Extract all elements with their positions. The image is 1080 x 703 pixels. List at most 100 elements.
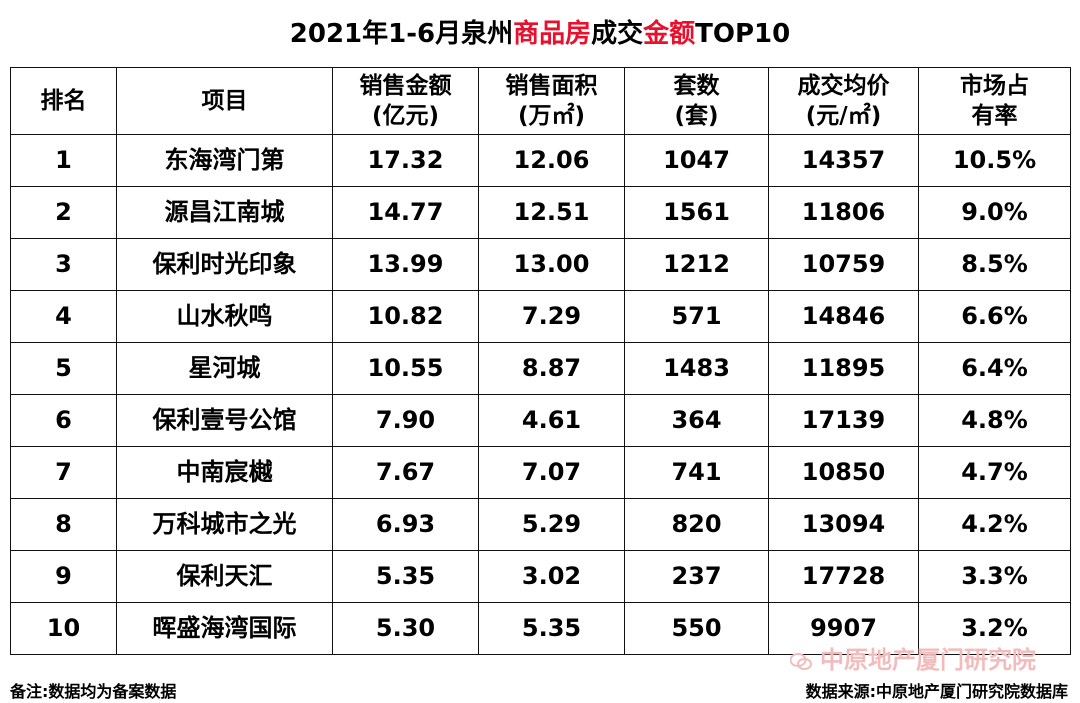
cell-rank: 1 <box>10 134 117 187</box>
table-row: 7 中南宸樾 7.67 7.07 741 10850 4.7% <box>10 446 1071 499</box>
cell-units: 364 <box>624 394 769 447</box>
cell-project: 保利时光印象 <box>116 238 333 291</box>
footer-source: 数据来源:中原地产厦门研究院数据库 <box>805 682 1068 701</box>
cell-units: 571 <box>624 290 769 343</box>
title-part3: TOP10 <box>695 19 791 49</box>
table-row: 2 源昌江南城 14.77 12.51 1561 11806 9.0% <box>10 186 1071 239</box>
cell-amount: 14.77 <box>332 186 479 239</box>
watermark: 中原地产厦门研究院 <box>789 640 1036 675</box>
cell-project: 保利壹号公馆 <box>116 394 333 447</box>
header-row: 排名 项目 销售金额 (亿元) 销售面积 (万㎡) 套数 (套) 成交均价 (元/㎡) … <box>10 67 1071 135</box>
cell-share: 6.6% <box>918 290 1071 343</box>
watermark-text: 中原地产厦门研究院 <box>820 646 1036 674</box>
cell-amount: 10.82 <box>332 290 479 343</box>
cell-area: 5.29 <box>478 498 625 551</box>
cell-price: 13094 <box>768 498 919 551</box>
cell-units: 1561 <box>624 186 769 239</box>
title-highlight-2: 金额 <box>643 19 696 49</box>
cell-units: 1483 <box>624 342 769 395</box>
cell-price: 17728 <box>768 550 919 603</box>
cell-rank: 7 <box>10 446 117 499</box>
cell-rank: 9 <box>10 550 117 603</box>
cell-price: 14357 <box>768 134 919 187</box>
cell-units: 820 <box>624 498 769 551</box>
cell-area: 8.87 <box>478 342 625 395</box>
cell-price: 10759 <box>768 238 919 291</box>
footer-note: 备注:数据均为备案数据 <box>10 682 177 701</box>
col-header-units: 套数 (套) <box>624 67 769 135</box>
cell-project: 中南宸樾 <box>116 446 333 499</box>
cell-price: 10850 <box>768 446 919 499</box>
cell-units: 1047 <box>624 134 769 187</box>
cell-area: 12.51 <box>478 186 625 239</box>
cell-area: 12.06 <box>478 134 625 187</box>
cell-amount: 17.32 <box>332 134 479 187</box>
cell-share: 4.2% <box>918 498 1071 551</box>
cell-rank: 10 <box>10 602 117 655</box>
ranking-table: 排名 项目 销售金额 (亿元) 销售面积 (万㎡) 套数 (套) 成交均价 (元/㎡) … <box>10 67 1071 655</box>
cell-units: 237 <box>624 550 769 603</box>
cell-area: 7.29 <box>478 290 625 343</box>
cell-amount: 13.99 <box>332 238 479 291</box>
cell-project: 源昌江南城 <box>116 186 333 239</box>
cell-price: 11806 <box>768 186 919 239</box>
cell-price: 11895 <box>768 342 919 395</box>
cell-project: 东海湾门第 <box>116 134 333 187</box>
cell-area: 13.00 <box>478 238 625 291</box>
cell-amount: 6.93 <box>332 498 479 551</box>
table-row: 8 万科城市之光 6.93 5.29 820 13094 4.2% <box>10 498 1071 551</box>
cell-share: 8.5% <box>918 238 1071 291</box>
cell-price: 14846 <box>768 290 919 343</box>
cell-share: 4.7% <box>918 446 1071 499</box>
cell-area: 3.02 <box>478 550 625 603</box>
cell-project: 万科城市之光 <box>116 498 333 551</box>
cell-rank: 8 <box>10 498 117 551</box>
table-row: 5 星河城 10.55 8.87 1483 11895 6.4% <box>10 342 1071 395</box>
table-title: 2021年1-6月泉州商品房成交金额TOP10 <box>0 4 1080 64</box>
col-header-amount: 销售金额 (亿元) <box>332 67 479 135</box>
cell-rank: 6 <box>10 394 117 447</box>
cell-amount: 7.90 <box>332 394 479 447</box>
cell-rank: 5 <box>10 342 117 395</box>
title-part1: 2021年1-6月泉州 <box>289 19 514 49</box>
cell-rank: 4 <box>10 290 117 343</box>
cell-price: 9907 <box>768 602 919 655</box>
cell-project: 保利天汇 <box>116 550 333 603</box>
col-header-rank: 排名 <box>10 67 117 135</box>
cell-rank: 2 <box>10 186 117 239</box>
table-row: 10 晖盛海湾国际 5.30 5.35 550 9907 3.2% <box>10 602 1071 655</box>
table-row: 4 山水秋鸣 10.82 7.29 571 14846 6.6% <box>10 290 1071 343</box>
cell-area: 4.61 <box>478 394 625 447</box>
cell-share: 3.3% <box>918 550 1071 603</box>
cell-amount: 5.35 <box>332 550 479 603</box>
cell-share: 4.8% <box>918 394 1071 447</box>
cell-amount: 7.67 <box>332 446 479 499</box>
col-header-area: 销售面积 (万㎡) <box>478 67 625 135</box>
cell-share: 10.5% <box>918 134 1071 187</box>
cell-area: 5.35 <box>478 602 625 655</box>
cell-price: 17139 <box>768 394 919 447</box>
table-row: 9 保利天汇 5.35 3.02 237 17728 3.3% <box>10 550 1071 603</box>
col-header-project: 项目 <box>116 67 333 135</box>
cell-share: 6.4% <box>918 342 1071 395</box>
wechat-icon <box>789 649 812 670</box>
title-part2: 成交 <box>591 19 644 49</box>
cell-area: 7.07 <box>478 446 625 499</box>
cell-project: 晖盛海湾国际 <box>116 602 333 655</box>
table-row: 1 东海湾门第 17.32 12.06 1047 14357 10.5% <box>10 134 1071 187</box>
cell-project: 星河城 <box>116 342 333 395</box>
cell-units: 741 <box>624 446 769 499</box>
cell-amount: 10.55 <box>332 342 479 395</box>
cell-units: 550 <box>624 602 769 655</box>
cell-share: 3.2% <box>918 602 1071 655</box>
cell-share: 9.0% <box>918 186 1071 239</box>
cell-project: 山水秋鸣 <box>116 290 333 343</box>
col-header-price: 成交均价 (元/㎡) <box>768 67 919 135</box>
cell-rank: 3 <box>10 238 117 291</box>
title-highlight-1: 商品房 <box>513 19 592 49</box>
table-row: 6 保利壹号公馆 7.90 4.61 364 17139 4.8% <box>10 394 1071 447</box>
cell-amount: 5.30 <box>332 602 479 655</box>
table-row: 3 保利时光印象 13.99 13.00 1212 10759 8.5% <box>10 238 1071 291</box>
col-header-share: 市场占 有率 <box>918 67 1071 135</box>
cell-units: 1212 <box>624 238 769 291</box>
